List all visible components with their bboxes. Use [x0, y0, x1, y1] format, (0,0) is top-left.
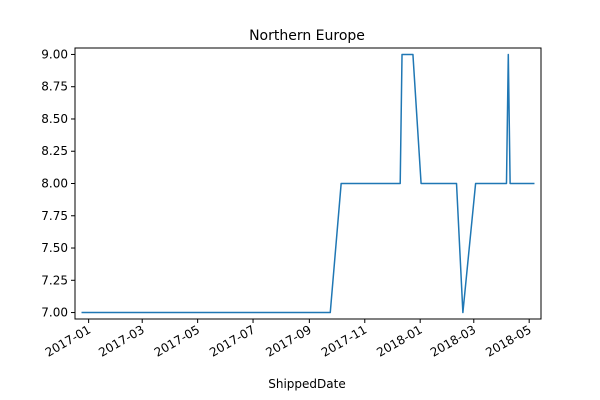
y-tick-label: 7.25: [41, 273, 68, 287]
y-tick-label: 8.25: [41, 144, 68, 158]
y-tick-label: 8.50: [41, 112, 68, 126]
x-tick-label: 2017-05: [152, 322, 202, 359]
x-tick-label: 2017-01: [43, 322, 93, 359]
x-tick-label: 2017-07: [207, 322, 257, 359]
chart-title: Northern Europe: [249, 28, 365, 44]
x-axis: 2017-01 2017-03 2017-05 2017-07 2017-09 2017-…: [43, 319, 534, 360]
y-tick-label: 7.00: [41, 306, 68, 320]
series-layer: [81, 53, 535, 314]
y-tick-label: 7.75: [41, 209, 68, 223]
y-tick-label: 7.50: [41, 241, 68, 255]
x-tick-label: 2018-01: [374, 322, 424, 359]
plot-area-frame: [74, 47, 542, 320]
y-tick-label: 9.00: [41, 47, 68, 61]
x-tick-label: 2018-03: [428, 322, 478, 359]
y-tick-label: 8.75: [41, 80, 68, 94]
x-axis-label: ShippedDate: [268, 377, 345, 391]
x-tick-label: 2017-03: [96, 322, 146, 359]
x-tick-label: 2017-09: [263, 322, 313, 359]
series-line: [81, 53, 535, 314]
x-tick-label: 2017-11: [319, 322, 369, 359]
x-tick-label: 2018-05: [483, 322, 533, 359]
y-axis: 7.00 7.25 7.50 7.75 8.00 8.25 8.50 8.75 9.00: [41, 47, 75, 320]
y-tick-label: 8.00: [41, 177, 68, 191]
